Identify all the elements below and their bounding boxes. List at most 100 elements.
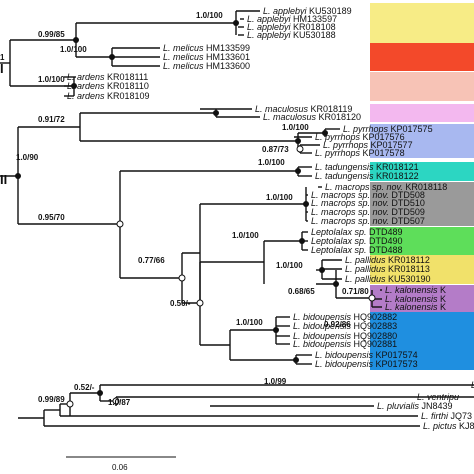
- taxon-name: L. ventripu: [417, 392, 459, 402]
- support-value-app_cur: 0.99/85: [38, 30, 65, 39]
- accession-number: HQ902880: [351, 331, 397, 341]
- tip-label: L. applebyi KR018108: [247, 22, 336, 32]
- tip-label: L. firthi JQ73: [421, 411, 472, 421]
- accession-number: DTD488: [367, 245, 403, 255]
- accession-number: K: [438, 302, 447, 312]
- support-value-kal2: 0.92/86: [324, 320, 351, 329]
- taxon-name: L. macrops sp. nov.: [311, 190, 389, 200]
- node-filled: [71, 83, 77, 89]
- tip-label: L. applebyi KU530188: [247, 30, 336, 40]
- tip-label: L. bidoupensis HQ902883: [293, 321, 397, 331]
- node-filled: [303, 201, 309, 207]
- tip-label: L. ventripu: [417, 392, 459, 402]
- accession-number: KU530188: [291, 30, 336, 40]
- support-value-pal: 1.0/100: [276, 261, 303, 270]
- support-value-kal: 0.71/80: [342, 287, 369, 296]
- taxon-name: L. pictus: [423, 421, 457, 431]
- node-filled: [319, 267, 325, 273]
- tip-label: L. applebyi KU530189: [263, 6, 352, 16]
- tip-label: L. bidoupensis HQ902882: [293, 312, 397, 322]
- support-value-bv2: 1.0/87: [108, 398, 131, 407]
- tip-label: L. bidoupensis KP017574: [315, 350, 418, 360]
- accession-number: KP017578: [360, 148, 405, 158]
- accession-number: KR018121: [374, 162, 419, 172]
- taxon-name: L. applebyi: [247, 14, 292, 24]
- support-value-ext: 0.99/89: [38, 395, 65, 404]
- taxon-name: L. pyrrhops: [315, 132, 361, 142]
- accession-number: HM133601: [204, 52, 251, 62]
- accession-number: DTD509: [389, 207, 425, 217]
- tip-label: L. pictus KJ8: [423, 421, 474, 431]
- tip-label: Leptolalax sp. DTD489: [311, 227, 403, 237]
- band-tadungensis: [370, 162, 474, 181]
- taxon-name: L. pyrrhops: [343, 124, 389, 134]
- taxon-name: L. applebyi: [247, 22, 292, 32]
- accession-number: JN8439: [419, 401, 453, 411]
- support-value-tad: 1.0/100: [258, 158, 285, 167]
- support-value-bid: 1.0/100: [236, 318, 263, 327]
- accession-number: KU530190: [386, 274, 431, 284]
- accession-number: JQ73: [448, 411, 472, 421]
- tip-label: L. pyrrhops KP017578: [315, 148, 405, 158]
- accession-number: KR018108: [291, 22, 336, 32]
- taxon-name: L. bidoupensis: [293, 321, 352, 331]
- support-value-pyr_sub: 0.87/73: [262, 145, 289, 154]
- taxon-name: L. melicus: [163, 61, 204, 71]
- taxon-name: L. ardens: [67, 91, 105, 101]
- band-bidoupensis: [370, 312, 474, 370]
- accession-number: DTD489: [367, 227, 403, 237]
- taxon-name: L. ardens: [67, 81, 105, 91]
- accession-number: K: [438, 294, 447, 304]
- taxon-name: L. kalonensis: [385, 285, 438, 295]
- taxon-name: L. macrops sp. nov.: [311, 216, 389, 226]
- node-open: [296, 145, 304, 153]
- accession-number: DTD490: [367, 236, 403, 246]
- support-value-lep: 1.0/100: [232, 231, 259, 240]
- accession-number: KR018119: [308, 104, 352, 114]
- node-filled: [273, 327, 279, 333]
- band-melicus: [370, 43, 474, 71]
- node-filled: [233, 20, 239, 26]
- taxon-name: L. pyrrhops: [323, 140, 369, 150]
- node-filled: [299, 238, 305, 244]
- tip-label: L. maculosus KR018120: [263, 112, 361, 122]
- accession-number: KR018120: [316, 112, 361, 122]
- scale-bar-label: 0.06: [112, 463, 128, 472]
- tip-label: L. macrops sp. nov. DTD508: [311, 190, 425, 200]
- taxon-name: L. tadungensis: [315, 162, 374, 172]
- node-open: [116, 220, 124, 228]
- support-value-ard: 1.0/100: [38, 75, 65, 84]
- band-applebyi: [370, 3, 474, 43]
- taxon-name: Leptolalax sp.: [311, 245, 367, 255]
- accession-number: HM133597: [291, 14, 338, 24]
- tip-label: L. melicus HM133599: [163, 43, 250, 53]
- tip-label: L. melicus HM133601: [163, 52, 250, 62]
- band-pallidus: [370, 255, 474, 284]
- support-value-pk_bid: 0.50/-: [170, 299, 191, 308]
- taxon-name: L. pallidus: [345, 264, 386, 274]
- taxon-name: L. pallidus: [345, 255, 386, 265]
- tip-label: L. pyrrhops KP017576: [315, 132, 405, 142]
- accession-number: KR018118: [403, 182, 447, 192]
- taxon-name: L. ardens: [67, 72, 105, 82]
- tip-label: L. kalonensis K: [385, 302, 446, 312]
- accession-number: KR018110: [105, 81, 149, 91]
- accession-number: HQ902882: [351, 312, 397, 322]
- tip-label: Leptolalax sp. DTD490: [311, 236, 403, 246]
- taxon-name: L. bourreti: [471, 380, 474, 390]
- accession-number: KP017575: [388, 124, 433, 134]
- accession-number: KP017574: [373, 350, 418, 360]
- support-value-macrops: 1.0/100: [266, 193, 293, 202]
- accession-number: KR018113: [386, 264, 430, 274]
- accession-number: DTD508: [389, 190, 425, 200]
- taxon-name: Leptolalax sp.: [311, 236, 367, 246]
- node-filled: [293, 357, 299, 363]
- tip-label: L. tadungensis KR018122: [315, 171, 419, 181]
- accession-number: KR018112: [386, 255, 430, 265]
- taxon-name: L. firthi: [421, 411, 449, 421]
- tip-label: L. ardens KR018111: [67, 72, 148, 82]
- support-value-ltg: 0.77/66: [138, 256, 165, 265]
- accession-number: HQ902881: [351, 339, 397, 349]
- tip-label: L. melicus HM133600: [163, 61, 250, 71]
